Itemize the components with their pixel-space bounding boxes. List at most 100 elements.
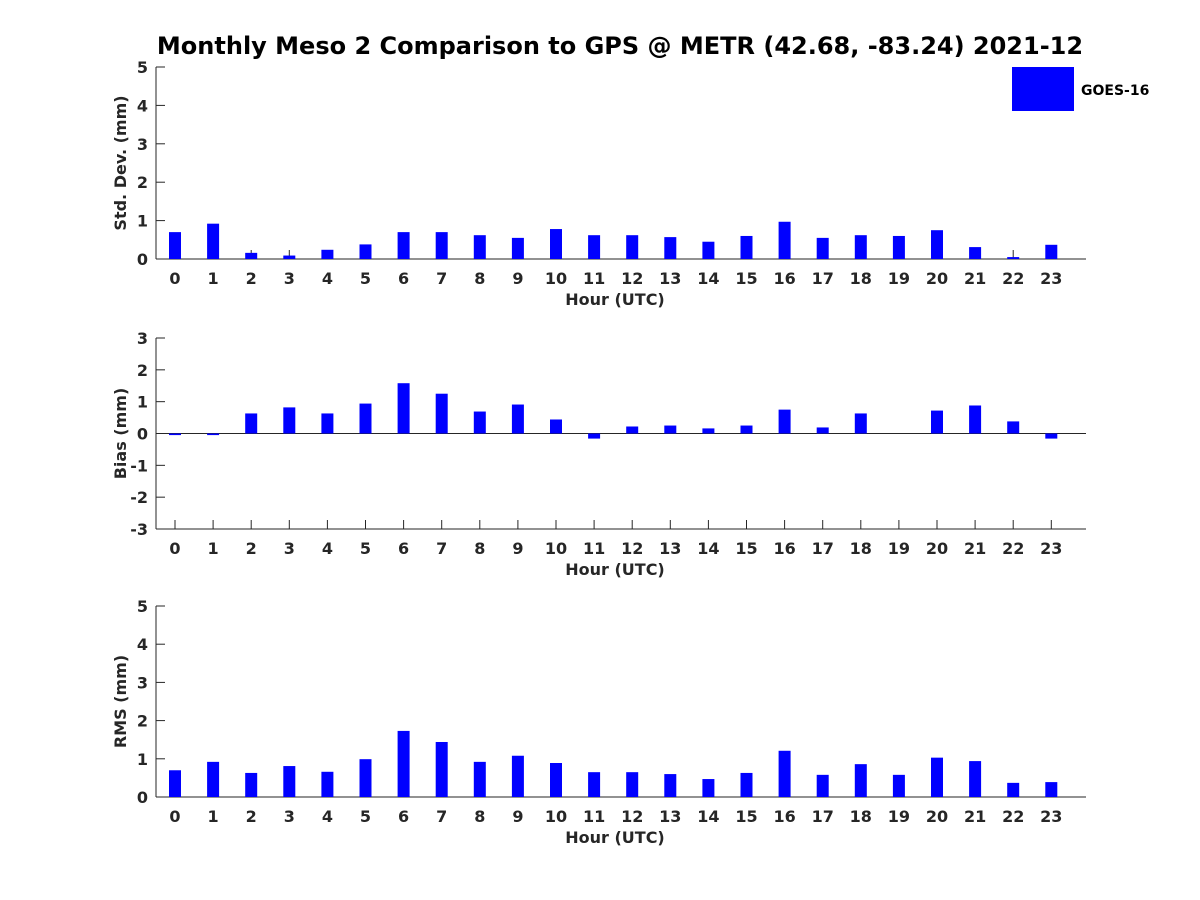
x-tick-label: 22 bbox=[1002, 269, 1024, 288]
x-tick-label: 17 bbox=[812, 269, 834, 288]
bar bbox=[702, 779, 715, 797]
x-tick-label: 17 bbox=[812, 539, 834, 558]
bar bbox=[550, 763, 562, 797]
bar bbox=[816, 427, 829, 434]
x-tick-label: 1 bbox=[208, 269, 219, 288]
y-tick-label: 3 bbox=[137, 329, 148, 348]
x-tick-label: 5 bbox=[360, 539, 371, 558]
x-tick-label: 12 bbox=[621, 269, 643, 288]
x-tick-label: 19 bbox=[888, 269, 910, 288]
bar bbox=[740, 425, 753, 434]
bar bbox=[473, 235, 486, 259]
x-tick-label: 8 bbox=[474, 807, 485, 826]
bar bbox=[664, 774, 677, 797]
x-tick-label: 16 bbox=[773, 807, 795, 826]
bar bbox=[473, 411, 486, 434]
x-tick-label: 20 bbox=[926, 807, 948, 826]
y-axis-label: Bias (mm) bbox=[111, 388, 130, 480]
x-tick-label: 21 bbox=[964, 807, 986, 826]
legend-label-goes-16: GOES-16 bbox=[1081, 83, 1149, 99]
bar bbox=[550, 419, 562, 434]
bar bbox=[778, 221, 791, 259]
bar bbox=[397, 383, 410, 434]
x-tick-label: 14 bbox=[697, 269, 719, 288]
x-tick-label: 12 bbox=[621, 539, 643, 558]
legend-box bbox=[1012, 67, 1074, 111]
x-axis-label: Hour (UTC) bbox=[565, 560, 665, 579]
y-tick-label: 2 bbox=[137, 173, 148, 192]
bar bbox=[207, 761, 220, 797]
x-tick-label: 10 bbox=[545, 539, 567, 558]
bar bbox=[969, 247, 982, 259]
x-tick-label: 13 bbox=[659, 269, 681, 288]
x-tick-label: 11 bbox=[583, 807, 605, 826]
bar bbox=[1007, 782, 1020, 797]
x-tick-label: 0 bbox=[169, 807, 180, 826]
bar bbox=[931, 757, 943, 797]
bar bbox=[397, 232, 410, 259]
x-axis-label: Hour (UTC) bbox=[565, 828, 665, 847]
x-tick-label: 18 bbox=[850, 269, 872, 288]
bar bbox=[359, 244, 372, 259]
x-tick-label: 10 bbox=[545, 269, 567, 288]
y-tick-label: 0 bbox=[137, 788, 148, 807]
bar bbox=[778, 409, 791, 434]
bar bbox=[626, 426, 639, 434]
bar bbox=[550, 229, 562, 259]
x-tick-label: 23 bbox=[1040, 269, 1062, 288]
bar bbox=[778, 750, 791, 797]
x-tick-label: 3 bbox=[284, 539, 295, 558]
bar bbox=[588, 433, 601, 439]
bar bbox=[435, 741, 448, 797]
x-tick-label: 7 bbox=[436, 539, 447, 558]
bar bbox=[969, 761, 982, 797]
bar bbox=[245, 772, 258, 797]
y-tick-label: 0 bbox=[137, 250, 148, 269]
bar bbox=[854, 413, 867, 434]
x-tick-label: 6 bbox=[398, 539, 409, 558]
bar bbox=[588, 772, 601, 797]
bar bbox=[1045, 782, 1058, 797]
x-tick-label: 11 bbox=[583, 269, 605, 288]
x-tick-label: 22 bbox=[1002, 539, 1024, 558]
bar bbox=[702, 428, 715, 434]
bar bbox=[892, 235, 905, 259]
x-tick-label: 18 bbox=[850, 807, 872, 826]
x-tick-label: 13 bbox=[659, 807, 681, 826]
x-tick-label: 7 bbox=[436, 807, 447, 826]
bar bbox=[702, 241, 715, 259]
x-tick-label: 16 bbox=[773, 539, 795, 558]
bar bbox=[169, 433, 181, 436]
bar bbox=[511, 755, 524, 797]
x-tick-label: 23 bbox=[1040, 539, 1062, 558]
y-tick-label: 5 bbox=[137, 58, 148, 77]
bar bbox=[816, 774, 829, 797]
chart-legend: GOES-16 bbox=[1012, 67, 1149, 111]
bar bbox=[169, 770, 181, 797]
x-tick-label: 2 bbox=[246, 807, 257, 826]
bar bbox=[435, 393, 448, 434]
x-tick-label: 5 bbox=[360, 807, 371, 826]
x-tick-label: 17 bbox=[812, 807, 834, 826]
bar bbox=[1045, 433, 1058, 439]
x-tick-label: 12 bbox=[621, 807, 643, 826]
y-tick-label: 5 bbox=[137, 597, 148, 616]
bar bbox=[969, 405, 982, 434]
bar bbox=[664, 425, 677, 434]
x-tick-label: 15 bbox=[735, 807, 757, 826]
x-tick-label: 0 bbox=[169, 269, 180, 288]
y-tick-label: 0 bbox=[137, 425, 148, 444]
y-tick-label: -1 bbox=[130, 456, 148, 475]
x-tick-label: 0 bbox=[169, 539, 180, 558]
bar bbox=[283, 255, 296, 259]
bar bbox=[207, 223, 220, 259]
bar bbox=[245, 252, 258, 259]
bar bbox=[740, 235, 753, 259]
x-tick-label: 2 bbox=[246, 269, 257, 288]
x-tick-label: 4 bbox=[322, 807, 333, 826]
x-tick-label: 10 bbox=[545, 807, 567, 826]
x-tick-label: 22 bbox=[1002, 807, 1024, 826]
y-axis-label: Std. Dev. (mm) bbox=[111, 95, 130, 230]
bar bbox=[664, 237, 677, 259]
bar bbox=[1007, 257, 1020, 259]
